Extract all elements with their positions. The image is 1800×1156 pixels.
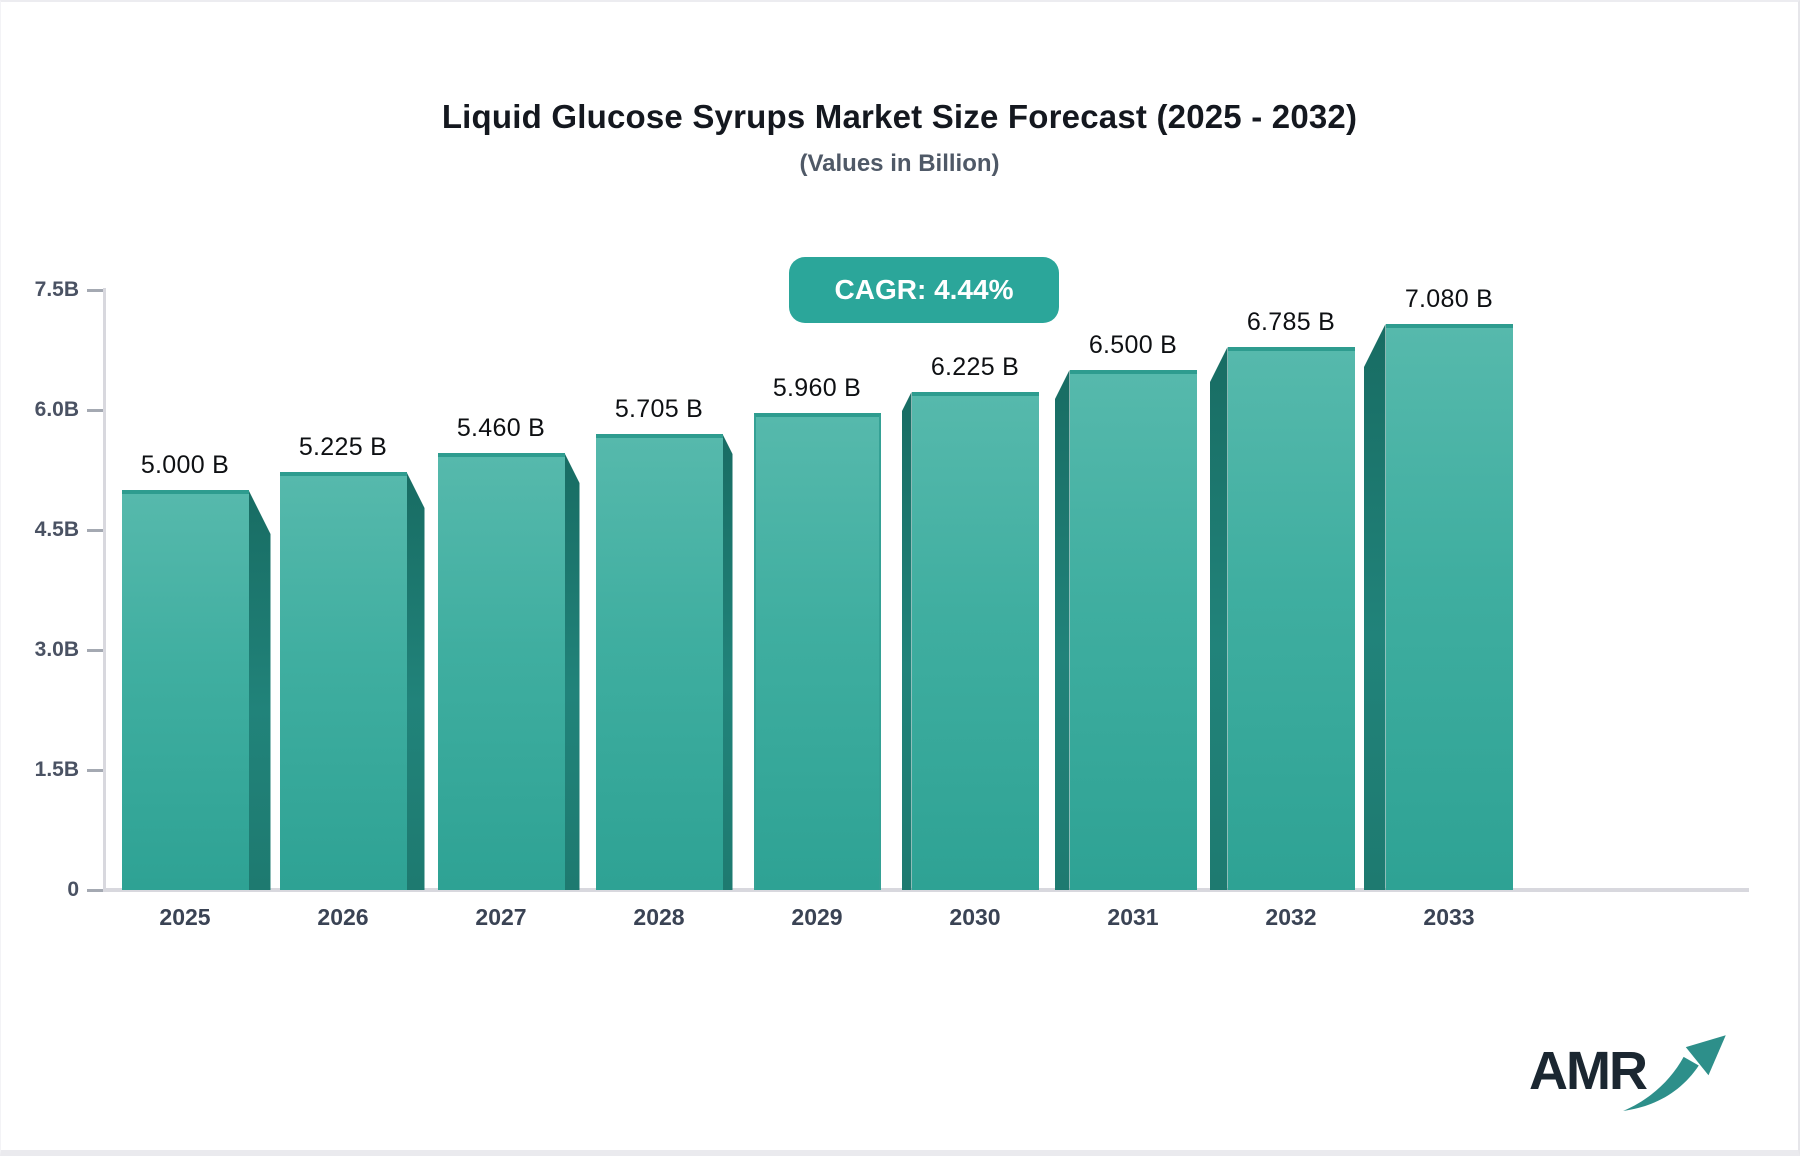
y-tick-mark (87, 769, 103, 772)
bar-value-label: 5.960 B (772, 374, 862, 402)
y-tick-label: 3.0B (34, 638, 79, 661)
x-axis-label-2028: 2028 (633, 904, 685, 930)
bar-2026: 5.225 B (279, 433, 425, 890)
bar-2033: 7.080 B (1363, 285, 1513, 890)
bar-column-2030: 6.225 B (896, 290, 1054, 890)
x-axis-label-2029: 2029 (791, 904, 843, 930)
bar-value-label: 6.225 B (930, 353, 1020, 381)
bar-side-face (564, 453, 580, 890)
bar-2028: 5.705 B (595, 395, 733, 890)
bar-value-label: 5.000 B (140, 451, 230, 479)
bar-2029: 5.960 B (753, 374, 881, 890)
y-tick-label: 4.5B (34, 518, 79, 541)
amr-logo-text: AMR (1529, 1041, 1648, 1101)
bar-value-label: 7.080 B (1404, 285, 1494, 313)
amr-logo: AMR (1529, 1028, 1729, 1118)
plot-area: 5.000 B 5.225 B 5.460 B 5.705 B 5.960 B 6.225… (106, 285, 1528, 890)
bar-column-2025: 5.000 B (106, 290, 271, 890)
bar-value-label: 5.460 B (456, 414, 546, 442)
bar-value-label: 5.705 B (614, 395, 704, 423)
chart-title: Liquid Glucose Syrups Market Size Foreca… (441, 98, 1358, 135)
bar-2032: 6.785 B (1209, 308, 1355, 890)
x-axis-label-2025: 2025 (159, 904, 211, 930)
x-axis-label-2027: 2027 (475, 904, 527, 930)
y-tick-mark (87, 529, 103, 532)
bar-side-face (1054, 370, 1070, 890)
bar-face (1385, 324, 1513, 890)
bar-value-label: 5.225 B (298, 433, 388, 461)
bar-column-2028: 5.705 B (580, 290, 738, 890)
y-tick-label: 6.0B (34, 398, 79, 421)
y-tick-label: 7.5B (34, 278, 79, 301)
y-axis-line (103, 288, 106, 892)
bar-side-face (1209, 347, 1228, 890)
cagr-badge-label: CAGR: 4.44% (834, 274, 1014, 305)
bar-side-face (1363, 324, 1386, 890)
bar-2031: 6.500 B (1054, 331, 1197, 890)
y-tick-label: 1.5B (34, 758, 79, 781)
bar-face (595, 434, 723, 890)
bar-value-label: 6.785 B (1246, 308, 1336, 336)
growth-arrow-icon (1623, 1035, 1726, 1111)
x-axis-labels: 2025 2026 2027 2028 2029 2030 2031 2032 2033 (106, 904, 1528, 931)
bar-column-2031: 6.500 B (1054, 290, 1212, 890)
bar-side-face (248, 490, 271, 890)
bar-face (753, 413, 881, 890)
x-axis-label-2033: 2033 (1423, 904, 1475, 930)
bar-face (1227, 347, 1355, 890)
bar-column-2032: 6.785 B (1209, 290, 1370, 890)
x-axis-label-2026: 2026 (317, 904, 369, 930)
bar-face (437, 453, 565, 890)
cagr-badge: CAGR: 4.44% (789, 257, 1059, 323)
x-axis-label-2030: 2030 (949, 904, 1001, 930)
bar-side-face (901, 392, 912, 890)
bar-column-2033: 7.080 B (1363, 285, 1528, 890)
bar-face (121, 490, 249, 890)
bar-face (1069, 370, 1197, 890)
y-tick-mark (87, 889, 103, 892)
bar-value-label: 6.500 B (1088, 331, 1178, 359)
bar-2027: 5.460 B (437, 414, 580, 890)
bar-2030: 6.225 B (901, 353, 1039, 890)
y-tick-mark (87, 649, 103, 652)
bar-side-face (406, 472, 425, 890)
y-tick-mark (87, 289, 103, 292)
y-tick-label: 0 (67, 878, 79, 901)
bar-side-face (722, 434, 733, 890)
bar-column-2026: 5.225 B (264, 290, 425, 890)
bar-face (911, 392, 1039, 890)
bar-face (279, 472, 407, 890)
bar-2025: 5.000 B (121, 451, 271, 890)
x-axis-line (103, 888, 1749, 892)
bar-column-2027: 5.460 B (422, 290, 580, 890)
x-axis-label-2032: 2032 (1265, 904, 1317, 930)
x-axis-label-2031: 2031 (1107, 904, 1159, 930)
y-tick-mark (87, 409, 103, 412)
chart-subtitle: (Values in Billion) (799, 150, 1000, 177)
bar-column-2029: 5.960 B (738, 290, 896, 890)
